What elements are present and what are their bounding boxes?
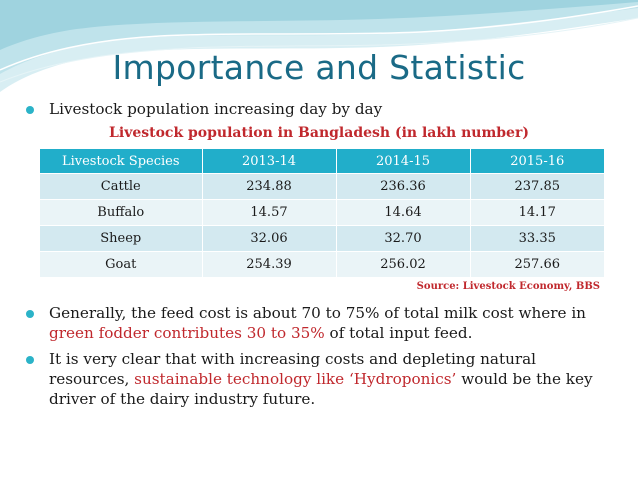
bullet-dot-icon bbox=[26, 356, 34, 364]
table-cell: 256.02 bbox=[336, 251, 471, 277]
table-cell: 236.36 bbox=[336, 173, 471, 200]
bullet-text-part: of total input feed. bbox=[324, 324, 473, 342]
table-row: Cattle 234.88 236.36 237.85 bbox=[40, 173, 604, 200]
bullet-item: It is very clear that with increasing co… bbox=[26, 349, 606, 409]
bullet-dot-icon bbox=[26, 106, 34, 114]
table-cell: 254.39 bbox=[202, 251, 337, 277]
bullet-text: It is very clear that with increasing co… bbox=[49, 349, 606, 409]
highlight-text: sustainable technology like ‘Hydroponics… bbox=[134, 370, 457, 388]
bullet-dot-icon bbox=[26, 310, 34, 318]
highlight-text: green fodder contributes 30 to 35% bbox=[49, 324, 325, 342]
table-cell: 32.06 bbox=[202, 225, 337, 252]
table-cell: 257.66 bbox=[470, 251, 604, 277]
bullet-item: Generally, the feed cost is about 70 to … bbox=[26, 303, 606, 343]
bullet-item: Livestock population increasing day by d… bbox=[26, 99, 606, 119]
bullet-text-part: Generally, the feed cost is about 70 to … bbox=[49, 304, 586, 322]
table-row: Goat 254.39 256.02 257.66 bbox=[40, 251, 604, 277]
table-cell: 234.88 bbox=[202, 173, 337, 200]
table-row: Buffalo 14.57 14.64 14.17 bbox=[40, 199, 604, 226]
column-header: 2013-14 bbox=[202, 149, 337, 174]
wave-decoration bbox=[0, 0, 638, 92]
table-cell: Cattle bbox=[40, 173, 203, 200]
table-cell: Buffalo bbox=[40, 199, 203, 226]
column-header: 2015-16 bbox=[470, 149, 604, 174]
bullet-text: Livestock population increasing day by d… bbox=[49, 100, 383, 118]
table-cell: Sheep bbox=[40, 225, 203, 252]
slide-title: Importance and Statistic bbox=[112, 48, 526, 87]
column-header: 2014-15 bbox=[336, 149, 471, 174]
table-cell: 32.70 bbox=[336, 225, 471, 252]
bullet-text: Generally, the feed cost is about 70 to … bbox=[49, 303, 606, 343]
table-title: Livestock population in Bangladesh (in l… bbox=[109, 125, 529, 141]
bullet-text-part: would be the key driver of the dairy ind… bbox=[49, 370, 593, 408]
table-cell: 14.17 bbox=[470, 199, 604, 226]
bullet-text-part: It is very clear that with increasing co… bbox=[49, 350, 537, 388]
column-header: Livestock Species bbox=[40, 149, 203, 174]
livestock-table: Livestock Species 2013-14 2014-15 2015-1… bbox=[40, 149, 604, 277]
table-row: Sheep 32.06 32.70 33.35 bbox=[40, 225, 604, 252]
table-cell: Goat bbox=[40, 251, 203, 277]
table-header-row: Livestock Species 2013-14 2014-15 2015-1… bbox=[40, 149, 604, 174]
table-cell: 14.57 bbox=[202, 199, 337, 226]
table-cell: 237.85 bbox=[470, 173, 604, 200]
source-note: Source: Livestock Economy, BBS bbox=[416, 281, 600, 292]
table-cell: 14.64 bbox=[336, 199, 471, 226]
table-cell: 33.35 bbox=[470, 225, 604, 252]
